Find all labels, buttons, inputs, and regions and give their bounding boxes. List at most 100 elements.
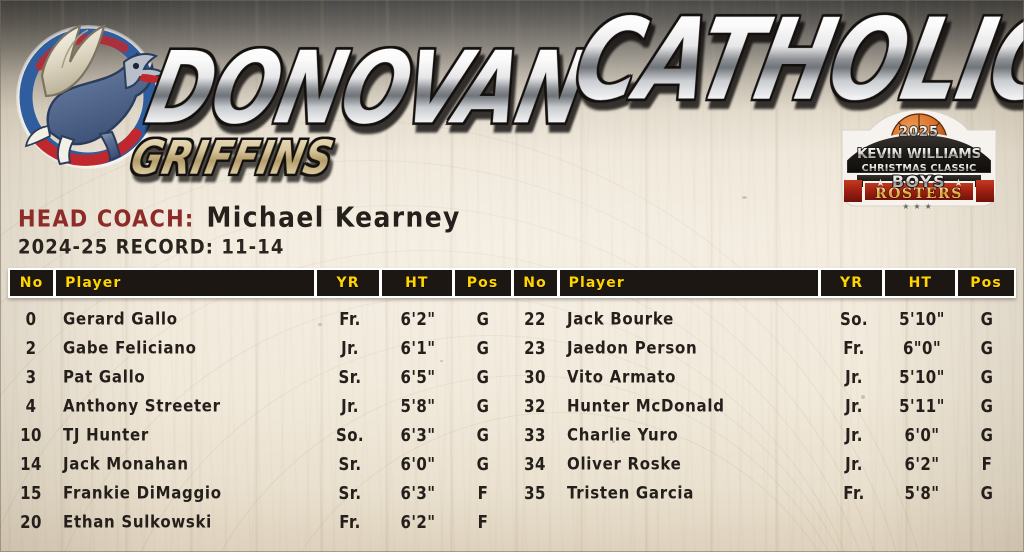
cell-pos: G: [476, 453, 490, 474]
cell-ht: 6'2": [904, 453, 940, 474]
header-no-right: No: [513, 270, 557, 296]
cell-ht: 6'1": [400, 337, 436, 358]
cell-player: Jack Monahan: [63, 453, 189, 474]
cell-yr: Fr.: [843, 482, 865, 503]
cell-yr: Fr.: [339, 308, 361, 329]
cell-pos: F: [981, 453, 993, 474]
cell-no: 3: [25, 366, 37, 387]
cell-player: Charlie Yuro: [567, 424, 679, 445]
cell-yr: Sr.: [338, 482, 362, 503]
header-no-left: No: [10, 270, 54, 296]
cell-player: Ethan Sulkowski: [63, 511, 213, 532]
table-row: 14 Jack Monahan Sr. 6'0" G: [8, 449, 512, 478]
cell-player: Hunter McDonald: [567, 395, 725, 416]
cell-yr: Jr.: [845, 453, 863, 474]
cell-no: 2: [25, 337, 37, 358]
cell-ht: 6"0": [902, 337, 942, 358]
cell-no: 4: [25, 395, 37, 416]
table-row: 33 Charlie Yuro Jr. 6'0" G: [512, 420, 1016, 449]
cell-pos: G: [980, 366, 994, 387]
cell-ht: 5'10": [899, 308, 945, 329]
badge-year: 2025: [899, 125, 939, 140]
table-body: 0 Gerard Gallo Fr. 6'2" G 2 Gabe Feliciano Jr. 6…: [8, 304, 1016, 536]
table-row: 34 Oliver Roske Jr. 6'2" F: [512, 449, 1016, 478]
cell-yr: Sr.: [338, 453, 362, 474]
head-coach-line: HEAD COACH: Michael Kearney: [18, 200, 461, 233]
cell-pos: F: [477, 482, 489, 503]
badge-title-line2: CHRISTMAS CLASSIC: [862, 163, 977, 174]
cell-player: Jaedon Person: [567, 337, 698, 358]
cell-yr: So.: [839, 308, 868, 329]
cell-player: Oliver Roske: [567, 453, 682, 474]
head-coach-name: Michael Kearney: [206, 200, 461, 233]
cell-ht: 5'8": [904, 482, 940, 503]
cell-player: Gerard Gallo: [63, 308, 178, 329]
cell-ht: 6'0": [904, 424, 940, 445]
cell-player: Anthony Streeter: [63, 395, 221, 416]
griffin-logo-icon: [6, 4, 178, 184]
roster-column-right: 22 Jack Bourke So. 5'10" G 23 Jaedon Person Fr.…: [512, 304, 1016, 536]
cell-pos: G: [476, 366, 490, 387]
header-player-left: Player: [56, 270, 315, 296]
cell-ht: 6'0": [400, 453, 436, 474]
header-pos-right: Pos: [958, 270, 1014, 296]
table-row: 32 Hunter McDonald Jr. 5'11" G: [512, 391, 1016, 420]
cell-ht: 5'10": [899, 366, 945, 387]
header-ht-left: HT: [381, 270, 452, 296]
cell-ht: 6'3": [400, 424, 436, 445]
table-row: 15 Frankie DiMaggio Sr. 6'3" F: [8, 478, 512, 507]
cell-pos: G: [980, 337, 994, 358]
table-row: 3 Pat Gallo Sr. 6'5" G: [8, 362, 512, 391]
table-row: 2 Gabe Feliciano Jr. 6'1" G: [8, 333, 512, 362]
cell-pos: G: [476, 424, 490, 445]
cell-yr: Fr.: [339, 511, 361, 532]
cell-no: 23: [524, 337, 546, 358]
cell-yr: Fr.: [843, 337, 865, 358]
header-ht-right: HT: [885, 270, 956, 296]
table-row: 30 Vito Armato Jr. 5'10" G: [512, 362, 1016, 391]
cell-pos: G: [476, 308, 490, 329]
cell-pos: G: [476, 395, 490, 416]
table-row: 10 TJ Hunter So. 6'3" G: [8, 420, 512, 449]
table-header-row: No Player YR HT Pos No Player YR HT Pos: [8, 268, 1016, 298]
cell-ht: 6'2": [400, 511, 436, 532]
cell-no: 20: [20, 511, 42, 532]
cell-no: 35: [524, 482, 546, 503]
cell-yr: Jr.: [845, 395, 863, 416]
cell-player: Tristen Garcia: [567, 482, 695, 503]
tournament-badge: 2025 KEVIN WILLIAMS CHRISTMAS CLASSIC BO…: [836, 108, 1002, 212]
cell-pos: G: [980, 308, 994, 329]
badge-title-line1: KEVIN WILLIAMS: [857, 146, 981, 162]
cell-ht: 6'3": [400, 482, 436, 503]
roster-column-left: 0 Gerard Gallo Fr. 6'2" G 2 Gabe Feliciano Jr. 6…: [8, 304, 512, 536]
table-row: 20 Ethan Sulkowski Fr. 6'2" F: [8, 507, 512, 536]
table-row: 4 Anthony Streeter Jr. 5'8" G: [8, 391, 512, 420]
badge-star-left: ★: [876, 178, 885, 189]
season-record: 2024-25 RECORD: 11-14: [18, 236, 285, 260]
cell-no: 14: [20, 453, 42, 474]
table-row: 22 Jack Bourke So. 5'10" G: [512, 304, 1016, 333]
cell-player: Vito Armato: [567, 366, 677, 387]
cell-player: Pat Gallo: [63, 366, 146, 387]
cell-no: 34: [524, 453, 546, 474]
header-yr-left: YR: [317, 270, 379, 296]
table-row: 23 Jaedon Person Fr. 6"0" G: [512, 333, 1016, 362]
header-pos-left: Pos: [454, 270, 511, 296]
cell-player: Frankie DiMaggio: [63, 482, 222, 503]
cell-ht: 6'2": [400, 308, 436, 329]
badge-stars-bottom: ★★★: [902, 202, 936, 211]
table-row: 35 Tristen Garcia Fr. 5'8" G: [512, 478, 1016, 507]
cell-pos: G: [980, 482, 994, 503]
cell-ht: 5'11": [899, 395, 945, 416]
table-row: 0 Gerard Gallo Fr. 6'2" G: [8, 304, 512, 333]
badge-star-right: ★: [954, 178, 963, 189]
cell-yr: Jr.: [341, 395, 359, 416]
cell-pos: G: [980, 424, 994, 445]
cell-yr: Sr.: [338, 366, 362, 387]
cell-player: Gabe Feliciano: [63, 337, 197, 358]
cell-no: 0: [25, 308, 37, 329]
cell-yr: Jr.: [845, 366, 863, 387]
cell-no: 15: [20, 482, 42, 503]
cell-player: TJ Hunter: [63, 424, 149, 445]
